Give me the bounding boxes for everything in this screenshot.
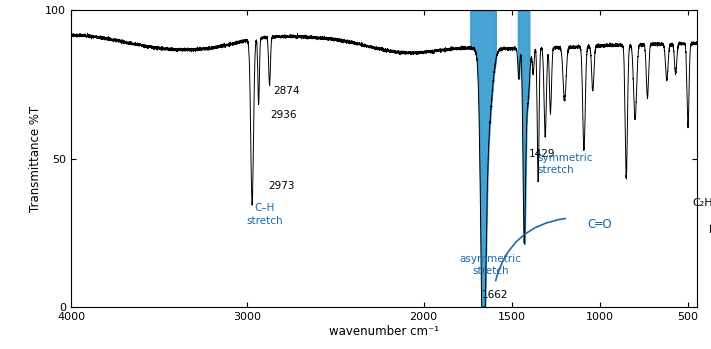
Y-axis label: Transmittance %T: Transmittance %T: [29, 106, 43, 212]
X-axis label: wavenumber cm⁻¹: wavenumber cm⁻¹: [329, 325, 439, 338]
Text: asymmetric
stretch: asymmetric stretch: [459, 254, 521, 276]
Text: Na⁺: Na⁺: [709, 225, 711, 235]
Text: 1662: 1662: [482, 290, 509, 300]
Text: symmetric
stretch: symmetric stretch: [538, 153, 593, 175]
Text: 2973: 2973: [269, 181, 295, 191]
Text: 1429: 1429: [528, 149, 555, 159]
Text: 2936: 2936: [270, 110, 296, 120]
Text: C₂H₅: C₂H₅: [692, 198, 711, 208]
Text: C═O: C═O: [587, 217, 612, 231]
Text: 2874: 2874: [273, 87, 299, 97]
Text: C–H
stretch: C–H stretch: [247, 203, 283, 226]
